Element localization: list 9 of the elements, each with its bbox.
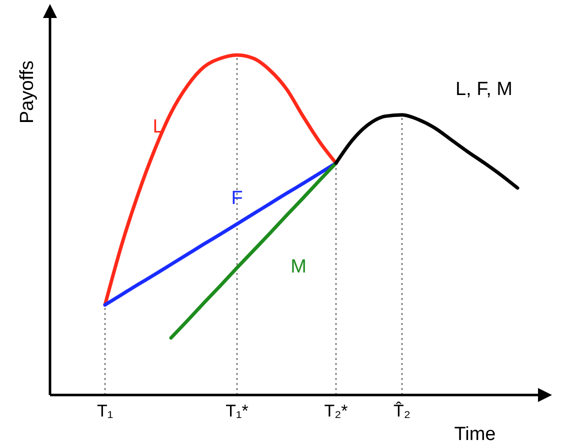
x-tick-label: T₁* — [226, 402, 249, 421]
x-tick-label: T₂* — [324, 402, 348, 421]
x-axis-title: Time — [454, 424, 496, 445]
series-label: F — [231, 188, 243, 209]
series-label: L, F, M — [455, 78, 513, 100]
x-tick-label: T₁ — [96, 402, 114, 421]
x-tick-label: T̂₂ — [394, 400, 410, 421]
y-axis-title: Payoffs — [17, 60, 38, 124]
series-label: M — [290, 256, 306, 278]
